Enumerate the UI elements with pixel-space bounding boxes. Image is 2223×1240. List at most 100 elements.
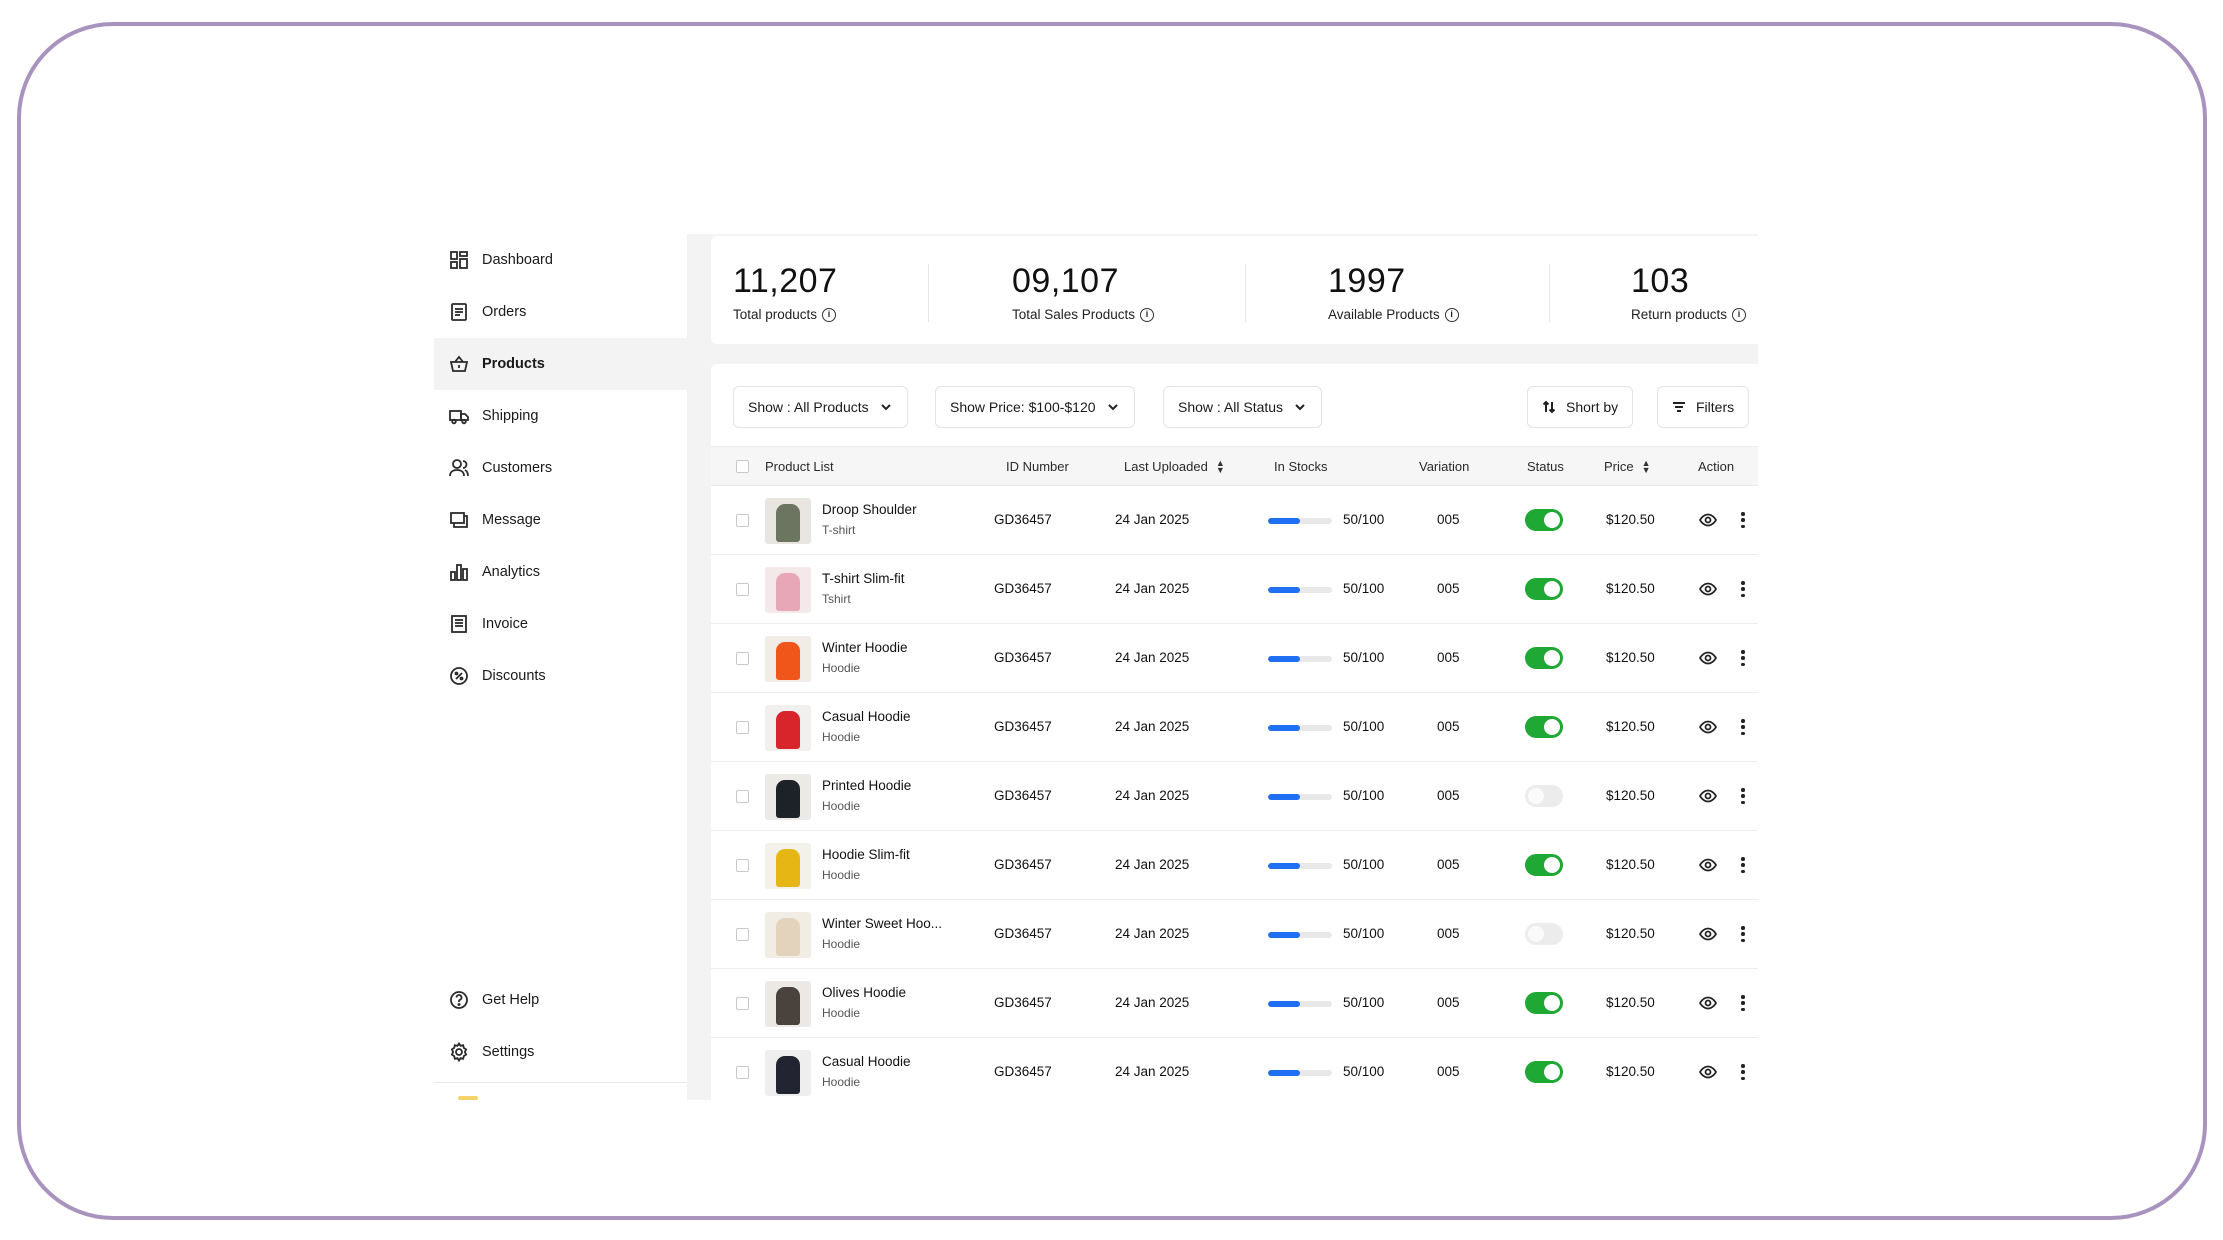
sidebar-item-invoice[interactable]: Invoice — [434, 598, 687, 650]
column-product-list: Product List — [765, 459, 834, 474]
variation-count: 005 — [1437, 857, 1460, 872]
info-icon[interactable]: i — [1140, 307, 1155, 322]
status-toggle[interactable] — [1525, 1061, 1563, 1083]
more-options-icon[interactable] — [1740, 717, 1746, 737]
status-toggle[interactable] — [1525, 509, 1563, 531]
table-row[interactable]: Winter Sweet Hoo... Hoodie GD36457 24 Jan 2… — [711, 900, 1758, 969]
sidebar-item-discounts[interactable]: Discounts — [434, 650, 687, 702]
show-price-dropdown[interactable]: Show Price: $100-$120 — [935, 386, 1135, 428]
product-name[interactable]: T-shirt Slim-fit — [822, 571, 905, 586]
price: $120.50 — [1606, 512, 1655, 527]
product-image — [776, 918, 800, 956]
more-options-icon[interactable] — [1740, 855, 1746, 875]
status-toggle[interactable] — [1525, 716, 1563, 738]
info-icon[interactable]: i — [1444, 307, 1459, 322]
table-row[interactable]: Casual Hoodie Hoodie GD36457 24 Jan 2025 50/… — [711, 1038, 1758, 1100]
stock-count: 50/100 — [1343, 719, 1385, 734]
sidebar-item-label: Message — [482, 512, 541, 528]
sidebar-item-customers[interactable]: Customers — [434, 442, 687, 494]
status-toggle[interactable] — [1525, 785, 1563, 807]
info-icon[interactable]: i — [1732, 307, 1747, 322]
row-checkbox[interactable] — [736, 928, 749, 941]
status-toggle[interactable] — [1525, 854, 1563, 876]
more-options-icon[interactable] — [1740, 993, 1746, 1013]
select-all-checkbox[interactable] — [736, 460, 749, 473]
table-row[interactable]: Droop Shoulder T-shirt GD36457 24 Jan 2025 5… — [711, 486, 1758, 555]
product-category: Hoodie — [822, 1075, 861, 1089]
avatar[interactable] — [458, 1096, 478, 1100]
table-row[interactable]: Olives Hoodie Hoodie GD36457 24 Jan 2025 50/… — [711, 969, 1758, 1038]
last-uploaded: 24 Jan 2025 — [1115, 581, 1190, 596]
product-name[interactable]: Olives Hoodie — [822, 985, 907, 1000]
sidebar-item-message[interactable]: Message — [434, 494, 687, 546]
table-row[interactable]: Hoodie Slim-fit Hoodie GD36457 24 Jan 2025 5… — [711, 831, 1758, 900]
eye-icon[interactable] — [1698, 511, 1718, 529]
more-options-icon[interactable] — [1740, 1062, 1746, 1082]
divider — [1245, 264, 1246, 322]
more-options-icon[interactable] — [1740, 510, 1746, 530]
eye-icon[interactable] — [1698, 1063, 1718, 1081]
row-checkbox[interactable] — [736, 997, 749, 1010]
sidebar-item-label: Get Help — [482, 992, 540, 1008]
product-id: GD36457 — [994, 1064, 1052, 1079]
row-checkbox[interactable] — [736, 721, 749, 734]
sidebar-item-orders[interactable]: Orders — [434, 286, 687, 338]
row-checkbox[interactable] — [736, 859, 749, 872]
product-id: GD36457 — [994, 650, 1052, 665]
row-checkbox[interactable] — [736, 652, 749, 665]
sidebar-item-settings[interactable]: Settings — [434, 1026, 687, 1078]
product-image — [776, 573, 800, 611]
column-last-uploaded[interactable]: Last Uploaded ▲ ▼ — [1124, 457, 1225, 475]
more-options-icon[interactable] — [1740, 786, 1746, 806]
product-category: Hoodie — [822, 1006, 861, 1020]
sidebar-item-shipping[interactable]: Shipping — [434, 390, 687, 442]
status-toggle[interactable] — [1525, 647, 1563, 669]
sidebar-item-products[interactable]: Products — [434, 338, 687, 390]
eye-icon[interactable] — [1698, 994, 1718, 1012]
status-toggle[interactable] — [1525, 923, 1563, 945]
stock-progress-bar — [1268, 794, 1332, 800]
show-status-dropdown[interactable]: Show : All Status — [1163, 386, 1323, 428]
sidebar-item-get-help[interactable]: Get Help — [434, 974, 687, 1026]
table-row[interactable]: T-shirt Slim-fit Tshirt GD36457 24 Jan 2025… — [711, 555, 1758, 624]
table-row[interactable]: Winter Hoodie Hoodie GD36457 24 Jan 2025 50/… — [711, 624, 1758, 693]
dropdown-label: Show Price: $100-$120 — [950, 399, 1096, 415]
product-name[interactable]: Hoodie Slim-fit — [822, 847, 910, 862]
status-toggle[interactable] — [1525, 992, 1563, 1014]
row-checkbox[interactable] — [736, 583, 749, 596]
variation-count: 005 — [1437, 788, 1460, 803]
eye-icon[interactable] — [1698, 649, 1718, 667]
column-price[interactable]: Price ▲ ▼ — [1604, 457, 1651, 475]
stat-value: 103 — [1631, 262, 1690, 300]
sidebar-item-analytics[interactable]: Analytics — [434, 546, 687, 598]
eye-icon[interactable] — [1698, 856, 1718, 874]
sidebar-item-label: Settings — [482, 1044, 535, 1060]
eye-icon[interactable] — [1698, 925, 1718, 943]
more-options-icon[interactable] — [1740, 579, 1746, 599]
show-products-dropdown[interactable]: Show : All Products — [733, 386, 908, 428]
status-toggle[interactable] — [1525, 578, 1563, 600]
table-row[interactable]: Casual Hoodie Hoodie GD36457 24 Jan 2025 50/… — [711, 693, 1758, 762]
variation-count: 005 — [1437, 719, 1460, 734]
dashboard-icon — [448, 249, 470, 271]
filters-button[interactable]: Filters — [1657, 386, 1750, 428]
info-icon[interactable]: i — [822, 307, 837, 322]
product-name[interactable]: Winter Sweet Hoo... — [822, 916, 943, 931]
sidebar-item-dashboard[interactable]: Dashboard — [434, 234, 687, 286]
sort-by-button[interactable]: Short by — [1527, 386, 1634, 428]
eye-icon[interactable] — [1698, 787, 1718, 805]
row-checkbox[interactable] — [736, 790, 749, 803]
row-checkbox[interactable] — [736, 514, 749, 527]
row-checkbox[interactable] — [736, 1066, 749, 1079]
product-name[interactable]: Droop Shoulder — [822, 502, 917, 517]
more-options-icon[interactable] — [1740, 648, 1746, 668]
stock-progress-bar — [1268, 1001, 1332, 1007]
product-name[interactable]: Winter Hoodie — [822, 640, 908, 655]
more-options-icon[interactable] — [1740, 924, 1746, 944]
eye-icon[interactable] — [1698, 718, 1718, 736]
product-name[interactable]: Casual Hoodie — [822, 709, 911, 724]
product-name[interactable]: Casual Hoodie — [822, 1054, 911, 1069]
product-name[interactable]: Printed Hoodie — [822, 778, 912, 793]
eye-icon[interactable] — [1698, 580, 1718, 598]
table-row[interactable]: Printed Hoodie Hoodie GD36457 24 Jan 2025 50… — [711, 762, 1758, 831]
